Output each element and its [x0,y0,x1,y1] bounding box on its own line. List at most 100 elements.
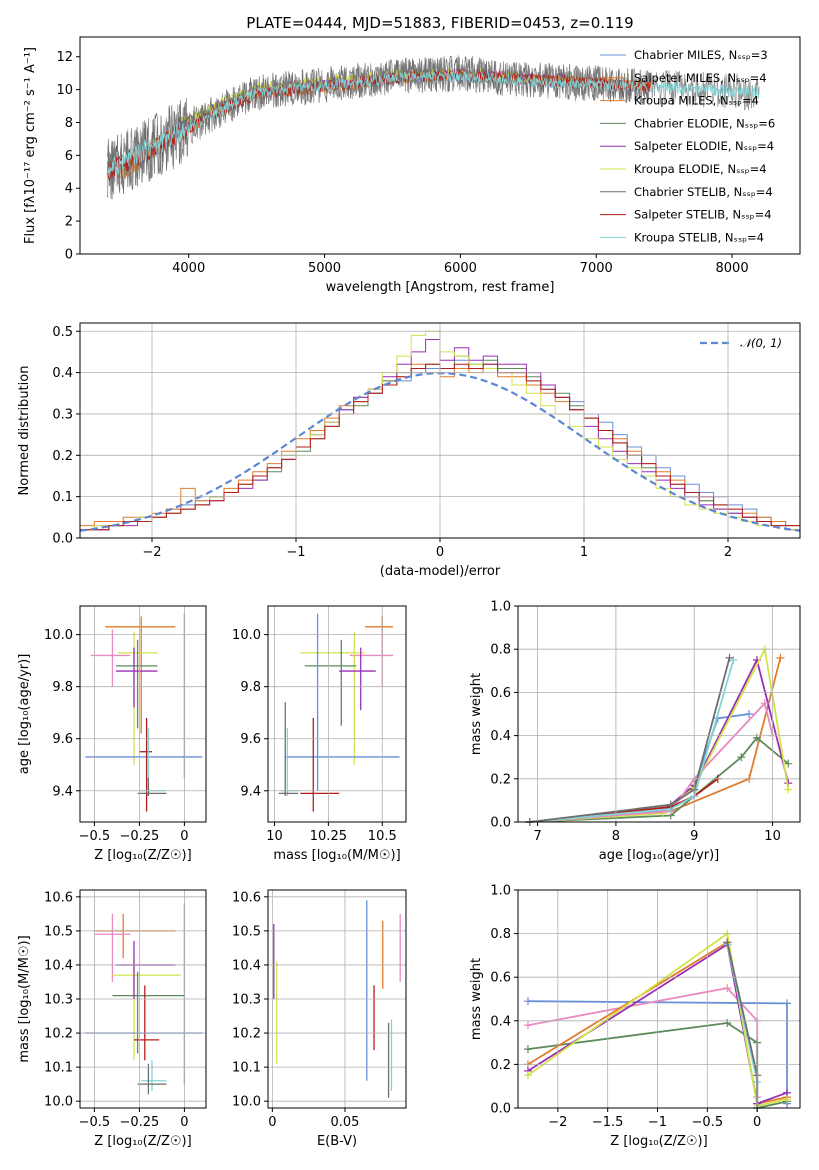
weight-marker [723,938,732,947]
weight-marker [784,785,793,794]
panel-age-vs-Z: −0.5 −0.25 0 9.4 9.6 9.8 10.0 Z [log₁₀(Z/Z☉)] ag… [17,605,207,863]
x-tick-label: −1 [648,1115,667,1130]
x-axis-label: mass [log₁₀(M/M☉)] [273,848,400,863]
y-tick-label: 9.6 [52,732,73,747]
x-tick-label: 6000 [444,261,477,276]
legend-label: Kroupa MILES, Nₛₛₚ=4 [634,94,759,108]
x-tick-label: 0 [753,1115,761,1130]
y-tick-label: 10.5 [44,924,73,939]
weight-marker [723,984,732,993]
legend-label: Chabrier ELODIE, Nₛₛₚ=6 [634,116,775,130]
y-tick-label: 1.0 [490,884,511,899]
weight-marker [523,1071,532,1080]
weight-marker [729,656,738,664]
y-tick-label: 4 [65,182,73,197]
legend-label: 𝒩(0, 1) [740,336,782,350]
weight-line-7 [529,659,735,822]
x-axis-label: wavelength [Angstrom, rest frame] [326,280,555,295]
y-tick-label: 10.0 [232,628,261,643]
weight-line-8 [529,657,731,822]
x-tick-label: −0.25 [119,1115,159,1130]
y-tick-label: 0.4 [52,366,73,381]
y-tick-label: 12 [56,50,73,65]
y-tick-label: 0.2 [52,449,73,464]
panel-mass-vs-Z: −0.5 −0.25 0 10.0 10.1 10.2 10.3 10.4 10.5 10.6 Z … [17,889,207,1149]
x-tick-label: 4000 [172,261,205,276]
x-axis-label: Z [log₁₀(Z/Z☉)] [94,848,191,863]
y-tick-label: 0.4 [490,1014,511,1029]
weight-marker [776,653,785,662]
y-tick-label: 0.5 [52,325,73,340]
y-tick-label: 1.0 [490,600,511,615]
panel-residuals: 𝒩(0, 1) −2 −1 0 1 2 0.0 0.1 0.2 0.3 0.4 0.5 (data-mo… [17,322,801,579]
x-tick-label: 8000 [716,261,749,276]
y-tick-label: 10 [56,83,73,98]
panel-weight-vs-age: 7 8 9 10 0.0 0.2 0.4 0.6 0.8 1.0 age [log₁₀(age/yr… [469,600,801,863]
x-tick-label: 0 [180,829,188,844]
y-tick-label: 10.1 [44,1061,73,1076]
y-tick-label: 0.6 [490,971,511,986]
x-axis-label: age [log₁₀(age/yr)] [599,848,720,863]
weight-line-1 [529,657,782,822]
weight-marker [783,999,792,1008]
y-tick-label: 10.5 [232,924,261,939]
x-tick-label: 0 [180,1115,188,1130]
x-tick-label: 10.25 [310,829,347,844]
weight-marker [523,997,532,1006]
axes-frame [517,889,801,1109]
weight-line-0 [529,713,750,822]
y-tick-label: 0.2 [490,1058,511,1073]
axes-frame [267,889,407,1109]
y-tick-label: 0.6 [490,686,511,701]
x-tick-label: 7 [533,829,541,844]
x-tick-label: −1 [286,545,305,560]
weight-marker [752,733,761,742]
y-tick-label: 10.3 [232,993,261,1008]
x-tick-label: 0 [436,545,444,560]
x-axis-label: E(B-V) [317,1134,357,1149]
y-tick-label: 0.1 [52,490,73,505]
y-tick-label: 10.4 [44,958,73,973]
y-tick-label: 9.6 [240,732,261,747]
weight-line-5 [527,932,788,1107]
panel-weight-vs-Z: −2 −1.5 −1 −0.5 0 0.0 0.2 0.4 0.6 0.8 1.0 Z [log₁₀(… [469,884,801,1149]
y-tick-label: 0 [65,248,73,263]
y-tick-label: 6 [65,149,73,164]
weight-line-6 [529,778,719,822]
y-tick-label: 10.3 [44,993,73,1008]
legend-label: Salpeter MILES, Nₛₛₚ=4 [634,71,767,85]
y-tick-label: 10.0 [44,1095,73,1110]
x-tick-label: 7000 [580,261,613,276]
x-tick-label: 10.5 [368,829,397,844]
axes-frame [517,605,801,823]
legend-label: Salpeter ELODIE, Nₛₛₚ=4 [634,139,774,153]
axes-frame [267,605,407,823]
x-tick-label: −0.5 [79,1115,111,1130]
weight-marker [745,710,754,718]
y-axis-label: mass [log₁₀(M/M☉)] [17,935,32,1062]
y-tick-label: 10.2 [44,1027,73,1042]
x-axis-label: Z [log₁₀(Z/Z☉)] [610,1134,707,1149]
x-tick-label: 0.05 [331,1115,360,1130]
axes-frame [79,36,801,255]
weight-marker [725,653,734,662]
x-tick-label: −0.25 [119,829,159,844]
x-tick-label: 0 [268,1115,276,1130]
legend-label: Chabrier STELIB, Nₛₛₚ=4 [634,185,773,199]
y-tick-label: 0.3 [52,407,73,422]
weight-marker [784,759,793,768]
y-tick-label: 0.0 [52,532,73,547]
y-tick-label: 0.8 [490,927,511,942]
panel-spectrum: Chabrier MILES, Nₛₛₚ=3 Salpeter MILES, Nₛ… [23,14,801,295]
y-tick-label: 9.4 [52,784,73,799]
weight-marker [666,800,675,809]
y-tick-label: 10.0 [232,1095,261,1110]
y-tick-label: 0.8 [490,643,511,658]
y-axis-label: mass weight [469,673,484,755]
weight-marker [723,1018,732,1027]
legend-label: Chabrier MILES, Nₛₛₚ=3 [634,48,768,62]
x-tick-label: −1.5 [592,1115,624,1130]
axes-frame [79,322,801,539]
y-tick-label: 0.2 [490,772,511,787]
